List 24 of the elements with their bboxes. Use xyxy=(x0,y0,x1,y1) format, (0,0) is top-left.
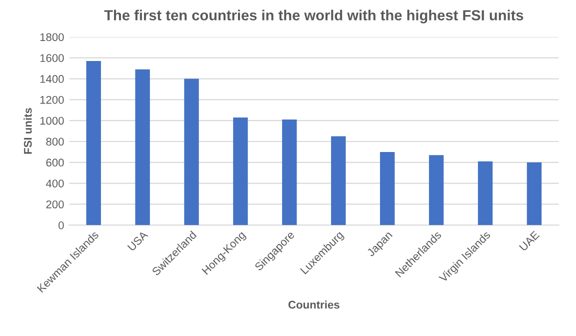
y-tick-label: 0 xyxy=(58,221,64,230)
y-tick-label: 1000 xyxy=(40,116,64,125)
y-axis-title: FSI units xyxy=(24,108,32,154)
bar xyxy=(478,161,493,226)
bar xyxy=(526,162,542,226)
x-tick-label: USA xyxy=(127,230,148,252)
bar xyxy=(135,69,150,226)
y-tick-label: 1600 xyxy=(40,54,64,62)
bar xyxy=(380,152,395,226)
bar xyxy=(233,117,248,226)
bar xyxy=(86,61,101,226)
y-tick-label: 200 xyxy=(46,200,64,208)
bar xyxy=(184,78,199,226)
bar xyxy=(331,136,346,226)
y-tick-label: 1800 xyxy=(40,33,64,42)
bar xyxy=(428,155,444,226)
x-axis-title: Countries xyxy=(288,300,340,309)
y-tick-label: 800 xyxy=(46,138,64,146)
y-tick-label: 400 xyxy=(46,180,64,188)
bar xyxy=(282,120,297,226)
chart-title: The first ten countries in the world with the highest FSI units xyxy=(104,10,524,24)
y-tick-label: 1200 xyxy=(40,96,64,104)
y-tick-label: 1400 xyxy=(40,75,64,83)
y-tick-label: 600 xyxy=(46,158,64,167)
